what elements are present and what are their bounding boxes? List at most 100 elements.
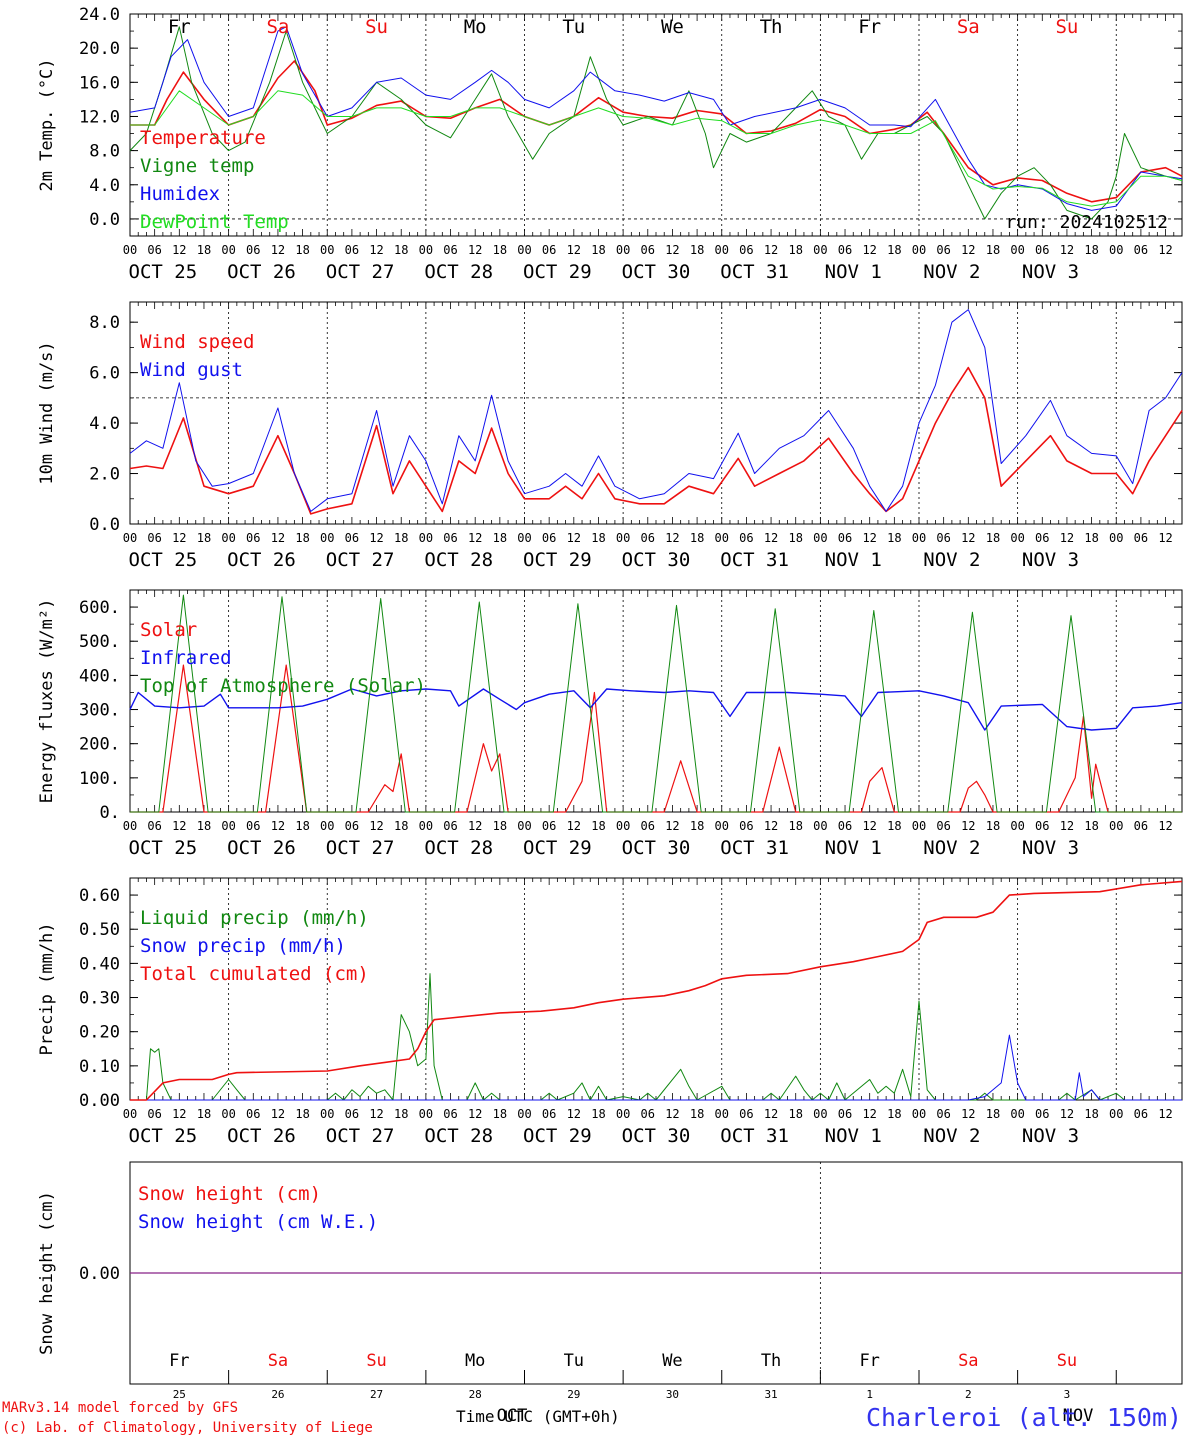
date-label: OCT 31 — [720, 549, 789, 571]
hour-tick-label: 18 — [591, 1107, 605, 1121]
hour-tick-label: 12 — [764, 531, 778, 545]
hour-tick-label: 18 — [295, 531, 309, 545]
y-axis-label: 2m Temp. (°C) — [37, 58, 57, 191]
hour-tick-label: 18 — [493, 1107, 507, 1121]
bottom-day-name: Fr — [859, 1351, 879, 1371]
y-tick-label: 6.0 — [89, 364, 120, 384]
hour-tick-label: 18 — [295, 243, 309, 257]
hour-tick-label: 06 — [641, 531, 655, 545]
panel-5: 0.00 Snow height (cm) Snow height (cm) Snow… — [37, 1161, 1183, 1426]
hour-tick-label: 00 — [715, 243, 729, 257]
day-name: Su — [1055, 16, 1078, 38]
legend-entry: Snow height (cm) — [138, 1183, 321, 1205]
date-label: OCT 28 — [424, 261, 493, 283]
hour-tick-label: 00 — [1010, 243, 1024, 257]
series-line-2-1 — [129, 366, 1183, 515]
hour-tick-label: 18 — [986, 531, 1000, 545]
y-tick-label: 300. — [79, 701, 120, 721]
hour-tick-label: 06 — [936, 819, 950, 833]
hour-tick-label: 12 — [961, 531, 975, 545]
date-label: OCT 26 — [227, 1125, 296, 1147]
panel-3: 0. 100. 200. 300. 400. 500. 600. Energy fluxes … — [37, 589, 1183, 823]
hour-tick-label: 18 — [591, 819, 605, 833]
bottom-day-number: 3 — [1064, 1388, 1071, 1401]
bottom-day-number: 2 — [965, 1388, 972, 1401]
bottom-day-number: 29 — [567, 1388, 580, 1401]
y-tick-label: 2.0 — [89, 465, 120, 485]
y-tick-label: 400. — [79, 666, 120, 686]
hour-tick-label: 18 — [1084, 819, 1098, 833]
hour-tick-label: 18 — [690, 531, 704, 545]
hour-tick-label: 12 — [1060, 531, 1074, 545]
hour-tick-label: 12 — [665, 531, 679, 545]
day-name: Fr — [168, 16, 191, 38]
hour-tick-label: 00 — [1109, 531, 1123, 545]
hour-tick-label: 06 — [739, 243, 753, 257]
hour-tick-label: 18 — [591, 531, 605, 545]
hour-tick-label: 06 — [246, 819, 260, 833]
hour-tick-label: 12 — [369, 243, 383, 257]
hour-tick-label: 00 — [419, 243, 433, 257]
panel-1: 0.0 4.0 8.0 12.0 16.0 20.0 24.0 2m Temp. (°C) Te… — [37, 5, 1183, 237]
hour-tick-label: 06 — [838, 819, 852, 833]
y-tick-label: 500. — [79, 632, 120, 652]
y-tick-label: 0.00 — [79, 1091, 120, 1111]
series-line-4-1 — [130, 973, 1182, 1101]
bottom-day-number: 25 — [173, 1388, 186, 1401]
y-tick-label: 200. — [79, 735, 120, 755]
hour-tick-label: 00 — [1109, 819, 1123, 833]
date-label: OCT 26 — [227, 261, 296, 283]
hour-tick-label: 00 — [1010, 531, 1024, 545]
hour-tick-label: 12 — [468, 243, 482, 257]
hour-tick-label: 18 — [986, 819, 1000, 833]
hour-tick-label: 00 — [616, 243, 630, 257]
bottom-day-number: 31 — [764, 1388, 777, 1401]
bottom-day-name: Sa — [268, 1351, 288, 1371]
legend-entry: Snow precip (mm/h) — [140, 935, 346, 957]
hour-tick-label: 12 — [172, 819, 186, 833]
hour-tick-label: 00 — [320, 819, 334, 833]
hour-tick-label: 00 — [123, 819, 137, 833]
date-label: OCT 30 — [622, 261, 691, 283]
hour-tick-label: 00 — [715, 819, 729, 833]
date-label: OCT 28 — [424, 549, 493, 571]
y-tick-label: 100. — [79, 769, 120, 789]
hour-tick-label: 18 — [887, 531, 901, 545]
legend-entry: Snow height (cm W.E.) — [138, 1211, 378, 1233]
legend-entry: Vigne temp — [140, 155, 254, 177]
hour-tick-label: 12 — [172, 243, 186, 257]
hour-tick-label: 06 — [641, 819, 655, 833]
hour-tick-label: 18 — [394, 531, 408, 545]
date-label: OCT 30 — [622, 549, 691, 571]
time-axis-label: Time UTC (GMT+0h) — [456, 1407, 620, 1426]
hour-tick-label: 12 — [468, 531, 482, 545]
bottom-day-number: 1 — [866, 1388, 873, 1401]
hour-tick-label: 06 — [542, 243, 556, 257]
bottom-day-number: 30 — [666, 1388, 679, 1401]
hour-tick-label: 00 — [123, 1107, 137, 1121]
hour-tick-label: 12 — [271, 819, 285, 833]
hour-tick-label: 18 — [690, 243, 704, 257]
hour-tick-label: 12 — [665, 1107, 679, 1121]
hour-tick-label: 06 — [147, 819, 161, 833]
hour-tick-label: 00 — [419, 531, 433, 545]
date-label: OCT 25 — [129, 1125, 198, 1147]
day-name: Su — [365, 16, 388, 38]
hour-tick-label: 00 — [123, 243, 137, 257]
hour-tick-label: 06 — [1134, 819, 1148, 833]
hour-tick-label: 18 — [986, 1107, 1000, 1121]
hour-tick-label: 18 — [197, 531, 211, 545]
lab-credit: (c) Lab. of Climatology, University of L… — [2, 1420, 373, 1436]
date-label: NOV 2 — [923, 549, 980, 571]
y-axis-label: 10m Wind (m/s) — [37, 341, 57, 484]
hour-tick-label: 18 — [493, 531, 507, 545]
hour-tick-label: 12 — [172, 1107, 186, 1121]
date-label: NOV 3 — [1022, 261, 1079, 283]
hour-tick-label: 12 — [567, 819, 581, 833]
hour-tick-label: 18 — [197, 1107, 211, 1121]
hour-tick-label: 18 — [591, 243, 605, 257]
day-name: Mo — [464, 16, 487, 38]
y-tick-label: 20.0 — [79, 39, 120, 59]
hour-tick-label: 12 — [271, 531, 285, 545]
